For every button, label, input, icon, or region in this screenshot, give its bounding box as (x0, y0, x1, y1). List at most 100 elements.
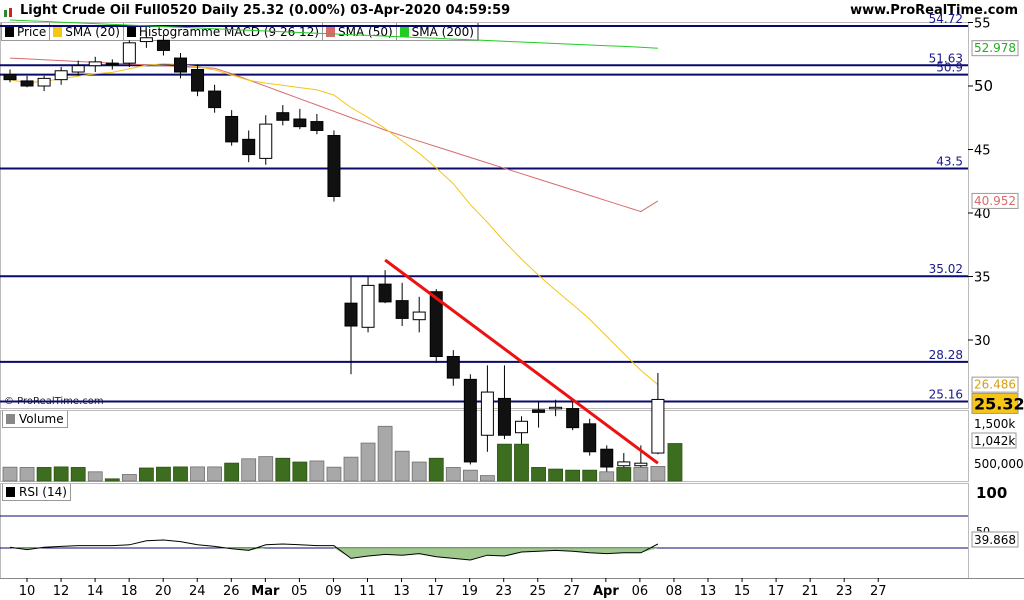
legend-swatch (326, 26, 336, 37)
volume-bar (633, 467, 649, 482)
rsi-tick-label: 100 (976, 484, 1007, 502)
volume-bar (292, 461, 308, 482)
legend-label: SMA (200) (411, 24, 474, 39)
horizontal-level-label: 43.5 (936, 155, 963, 169)
downtrend-line (384, 258, 659, 465)
candle-body (344, 302, 358, 327)
x-tick-label: 19 (461, 584, 478, 599)
volume-bar (241, 458, 257, 482)
x-tick-label: 18 (121, 584, 138, 599)
legend-item-sma200[interactable]: SMA (200) (397, 23, 478, 40)
rsi-panel-label[interactable]: RSI (14) (2, 483, 71, 501)
site-link[interactable]: www.ProRealTime.com (850, 3, 1018, 18)
horizontal-level-label: 25.16 (929, 387, 963, 401)
volume-bar (377, 425, 393, 482)
legend-label: Histogramme MACD (9 26 12) (138, 24, 320, 39)
price-tick-label: 55 (974, 17, 991, 32)
candle-body (156, 39, 170, 51)
volume-bar (53, 466, 69, 482)
volume-bar (19, 467, 35, 482)
legend-item-macd[interactable]: Histogramme MACD (9 26 12) (124, 23, 324, 40)
price-tick-label: 30 (974, 334, 991, 349)
volume-bar (121, 474, 137, 482)
legend-item-price[interactable]: Price (2, 23, 51, 40)
volume-bar (667, 443, 683, 482)
volume-bar (411, 461, 427, 482)
volume-tick-label: 1,500k (974, 417, 1015, 431)
candle-body (395, 300, 409, 319)
volume-bar (462, 469, 478, 482)
rsi-value-label: 39.868 (974, 533, 1016, 547)
candle-body (242, 138, 256, 156)
volume-bar (190, 466, 205, 482)
value-tag (971, 376, 1019, 393)
volume-bar (445, 467, 461, 482)
price-tick-label: 35 (974, 271, 991, 286)
value-tag-label: 25.32 (974, 394, 1024, 413)
x-tick-label: 09 (325, 584, 342, 599)
candle-body (634, 462, 648, 467)
x-tick-label: 25 (529, 584, 546, 599)
legend-swatch (399, 26, 409, 37)
x-tick-label: 14 (87, 584, 104, 599)
value-tag-label: 26.486 (974, 378, 1016, 392)
x-tick-label: 13 (700, 584, 717, 599)
volume-bar (224, 462, 240, 482)
volume-panel-label[interactable]: Volume (2, 410, 68, 428)
candle-body (480, 391, 494, 436)
volume-bar (650, 465, 666, 482)
volume-bar (531, 467, 546, 482)
candle-body (3, 74, 17, 81)
value-tag-label: 40.952 (974, 194, 1016, 208)
candle-body (276, 112, 290, 121)
candle-body (651, 398, 665, 454)
volume-bar (275, 457, 291, 482)
candle-body (20, 80, 34, 87)
candle-body (105, 62, 119, 66)
volume-label: Volume (19, 412, 64, 426)
legend-swatch (126, 26, 136, 37)
volume-bar (394, 450, 410, 482)
legend-item-sma20[interactable]: SMA (20) (50, 23, 124, 40)
candle-body (412, 311, 426, 321)
volume-bar (343, 456, 359, 482)
candle-body (497, 397, 511, 436)
candle-body (361, 284, 375, 328)
legend-label: SMA (20) (65, 24, 120, 39)
candle-body (532, 409, 546, 413)
horizontal-level-label: 35.02 (929, 262, 963, 276)
candle-body (259, 123, 273, 159)
candle-body (600, 448, 614, 468)
candle-body (71, 65, 85, 73)
volume-bar (360, 442, 376, 482)
candle-body (54, 70, 68, 81)
candle-body (174, 57, 187, 73)
x-tick-label: 11 (359, 584, 376, 599)
rsi-oversold-fill (10, 548, 658, 560)
x-tick-label: 27 (870, 584, 887, 599)
horizontal-level-label: 50.9 (936, 61, 963, 75)
candle-body (139, 37, 153, 43)
candle-body (310, 121, 324, 131)
legend-swatch (5, 26, 14, 37)
volume-bar (497, 443, 512, 482)
rsi-value-tag (971, 531, 1019, 548)
x-tick-label: 06 (632, 584, 649, 599)
x-tick-label: 17 (427, 584, 444, 599)
volume-bar (36, 467, 52, 482)
volume-bar (514, 443, 529, 482)
x-tick-label: 13 (393, 584, 410, 599)
candle-body (225, 115, 239, 143)
candle-body (446, 356, 460, 379)
legend-label: Price (17, 24, 47, 39)
price-tick-label: 50 (974, 77, 993, 95)
x-tick-label: 24 (189, 584, 206, 599)
candle-body (549, 406, 563, 410)
x-tick-label: 23 (495, 584, 512, 599)
volume-bar (70, 467, 86, 482)
volume-tick-label: 500,000 (974, 457, 1024, 471)
volume-tag (971, 432, 1017, 449)
rsi-panel-frame (0, 483, 969, 579)
candle-body (327, 135, 341, 197)
